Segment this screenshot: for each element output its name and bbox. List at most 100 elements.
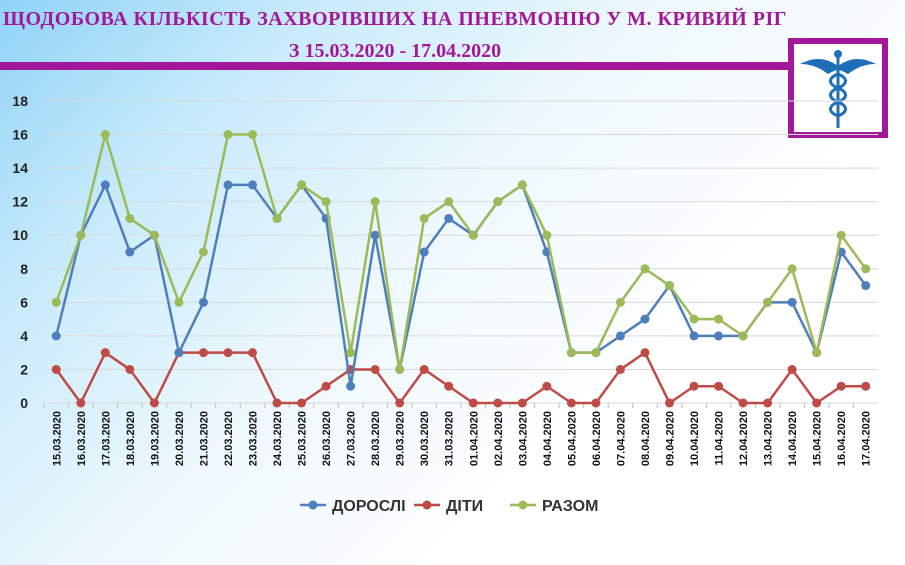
- data-point: [665, 398, 674, 408]
- series-line: [55, 183, 867, 388]
- data-point: [836, 381, 846, 391]
- legend-item-0: ДОРОСЛІ: [300, 498, 406, 515]
- data-point: [640, 264, 650, 274]
- x-tick-label: 03.04.2020: [517, 411, 529, 466]
- data-point: [370, 364, 380, 374]
- data-point: [419, 213, 429, 223]
- grid-lines: [44, 100, 878, 404]
- data-point: [714, 381, 724, 391]
- data-point: [689, 381, 699, 391]
- series-1: [51, 348, 871, 408]
- x-tick-label: 16.04.2020: [836, 411, 848, 466]
- x-tick-label: 16.03.2020: [76, 411, 88, 466]
- x-tick-label: 09.04.2020: [665, 411, 677, 466]
- data-point: [395, 364, 405, 374]
- data-point: [566, 398, 576, 408]
- data-point: [174, 297, 184, 307]
- data-point: [615, 364, 625, 374]
- data-point: [444, 213, 454, 223]
- x-tick-label: 24.03.2020: [272, 411, 284, 466]
- y-tick-label: 18: [12, 93, 28, 109]
- data-point: [714, 331, 724, 341]
- legend-item-2: РАЗОМ: [510, 498, 598, 515]
- y-tick-label: 12: [12, 194, 28, 210]
- series-lines: [51, 130, 871, 408]
- data-point: [321, 197, 331, 207]
- data-point: [346, 381, 356, 391]
- series-line: [55, 351, 866, 405]
- legend-swatch-marker: [518, 500, 528, 510]
- data-point: [51, 331, 61, 341]
- x-axis-ticks: 15.03.2020 16.03.2020 17.03.2020 18.03.2020…: [43, 403, 873, 466]
- y-tick-label: 10: [12, 227, 28, 243]
- y-tick-label: 8: [20, 261, 28, 277]
- data-point: [812, 348, 822, 358]
- data-point: [787, 264, 797, 274]
- data-point: [615, 297, 625, 307]
- data-point: [468, 230, 478, 240]
- x-tick-label: 25.03.2020: [297, 411, 309, 466]
- legend-item-1: ДІТИ: [414, 498, 483, 515]
- legend: ДОРОСЛІ ДІТИ РАЗОМ: [300, 498, 598, 515]
- data-point: [248, 348, 257, 358]
- data-point: [738, 331, 748, 341]
- data-point: [297, 180, 307, 190]
- x-tick-label: 15.03.2020: [51, 411, 63, 466]
- data-point: [615, 331, 625, 341]
- data-point: [174, 348, 184, 358]
- data-point: [566, 348, 576, 358]
- data-point: [640, 314, 650, 324]
- x-tick-label: 30.03.2020: [419, 411, 431, 466]
- data-point: [125, 213, 135, 223]
- data-point: [272, 398, 282, 408]
- legend-label: РАЗОМ: [542, 498, 598, 515]
- x-tick-label: 18.03.2020: [125, 411, 137, 466]
- x-tick-label: 08.04.2020: [640, 411, 652, 466]
- data-point: [493, 398, 503, 408]
- y-tick-label: 14: [12, 160, 28, 176]
- x-tick-label: 23.03.2020: [248, 411, 260, 466]
- data-point: [812, 398, 822, 408]
- data-point: [248, 180, 257, 190]
- data-point: [419, 247, 429, 257]
- data-point: [223, 130, 233, 140]
- data-point: [198, 348, 208, 358]
- x-tick-label: 02.04.2020: [493, 411, 505, 466]
- data-point: [763, 297, 773, 307]
- data-point: [836, 230, 846, 240]
- x-tick-label: 14.04.2020: [787, 411, 799, 466]
- data-point: [763, 398, 773, 408]
- data-point: [517, 398, 527, 408]
- data-point: [665, 281, 674, 291]
- data-point: [370, 197, 380, 207]
- data-point: [149, 230, 159, 240]
- x-tick-label: 19.03.2020: [149, 411, 161, 466]
- chart-title: ЩОДОБОВА КІЛЬКІСТЬ ЗАХВОРІВШИХ НА ПНЕВМО…: [3, 8, 787, 30]
- data-point: [223, 348, 233, 358]
- data-point: [419, 364, 429, 374]
- data-point: [493, 197, 503, 207]
- data-point: [444, 381, 454, 391]
- x-tick-label: 17.04.2020: [861, 411, 873, 466]
- x-tick-label: 07.04.2020: [615, 411, 627, 466]
- x-tick-label: 12.04.2020: [738, 411, 750, 466]
- data-point: [714, 314, 724, 324]
- x-tick-label: 27.03.2020: [346, 411, 358, 466]
- data-point: [444, 197, 454, 207]
- data-point: [321, 381, 331, 391]
- x-tick-label: 11.04.2020: [714, 411, 726, 465]
- x-tick-label: 26.03.2020: [321, 411, 333, 466]
- data-point: [591, 348, 601, 358]
- x-tick-label: 29.03.2020: [395, 411, 407, 466]
- data-point: [100, 348, 110, 358]
- chart-subtitle: З 15.03.2020 - 17.04.2020: [288, 40, 502, 62]
- y-tick-label: 2: [20, 361, 28, 377]
- legend-swatch-marker: [422, 500, 432, 510]
- x-tick-label: 21.03.2020: [198, 411, 210, 466]
- data-point: [198, 297, 208, 307]
- x-tick-label: 13.04.2020: [763, 411, 775, 466]
- data-point: [787, 297, 797, 307]
- legend-label: ДІТИ: [446, 498, 483, 515]
- x-tick-label: 15.04.2020: [812, 411, 824, 466]
- data-point: [297, 398, 307, 408]
